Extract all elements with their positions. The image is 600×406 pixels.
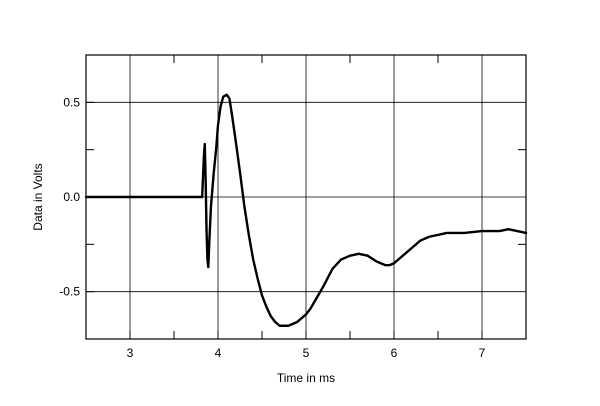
y-axis-label: Data in Volts xyxy=(31,163,45,230)
plot-frame xyxy=(85,54,527,340)
x-axis-label: Time in ms xyxy=(277,371,335,385)
series-line xyxy=(84,93,528,327)
series xyxy=(84,93,528,327)
x-tick-label: 5 xyxy=(303,346,310,360)
tick-labels: 3 4 5 6 7 0.5 0.0 -0.5 xyxy=(59,95,485,360)
y-tick-label: 0.0 xyxy=(63,190,80,204)
x-tick-label: 4 xyxy=(215,346,222,360)
x-tick-label: 7 xyxy=(479,346,486,360)
y-tick-label: 0.5 xyxy=(63,95,80,109)
x-tick-label: 6 xyxy=(391,346,398,360)
y-tick-label: -0.5 xyxy=(59,285,80,299)
grid xyxy=(86,55,526,339)
x-tick-label: 3 xyxy=(127,346,134,360)
